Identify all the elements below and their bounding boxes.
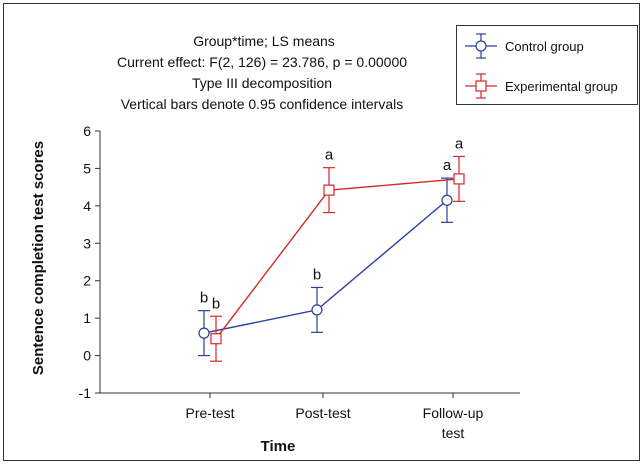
title-line-1: Group*time; LS means bbox=[193, 33, 335, 49]
data-point bbox=[453, 173, 465, 185]
series-line bbox=[215, 178, 460, 340]
title-line-4: Vertical bars denote 0.95 confidence int… bbox=[121, 96, 404, 112]
data-point bbox=[311, 304, 323, 316]
y-axis-title: Sentence completion test scores bbox=[30, 141, 47, 375]
axes bbox=[99, 131, 520, 394]
significance-label: a bbox=[443, 157, 452, 174]
x-tick-label: Post-test bbox=[295, 405, 350, 421]
legend-label: Control group bbox=[505, 39, 584, 54]
data-point bbox=[441, 194, 453, 206]
significance-label: b bbox=[212, 295, 220, 312]
legend-marker bbox=[475, 80, 487, 92]
data-point bbox=[210, 333, 222, 345]
x-axis-ticks: Pre-test Post-test Follow-up test bbox=[185, 393, 484, 441]
y-tick-label: 4 bbox=[83, 198, 91, 214]
data-point bbox=[198, 327, 210, 339]
y-tick-label: 6 bbox=[83, 123, 91, 139]
y-axis-ticks: -1 0 1 2 3 4 5 6 bbox=[79, 123, 100, 401]
legend-marker bbox=[475, 40, 487, 52]
title-line-2: Current effect: F(2, 126) = 23.786, p = … bbox=[117, 54, 407, 70]
title-line-3: Type III decomposition bbox=[192, 75, 332, 91]
legend-box bbox=[456, 25, 638, 105]
significance-label: b bbox=[200, 290, 208, 307]
legend-label: Experimental group bbox=[505, 79, 618, 94]
x-axis-title: Time bbox=[261, 438, 296, 455]
y-tick-label: 0 bbox=[83, 348, 91, 364]
significance-label: a bbox=[325, 147, 334, 164]
significance-label: b bbox=[313, 266, 321, 283]
y-tick-label: 2 bbox=[83, 273, 91, 289]
data-point bbox=[323, 184, 335, 196]
y-tick-label: 5 bbox=[83, 160, 91, 176]
series-line bbox=[203, 199, 448, 334]
legend: Control group Experimental group bbox=[465, 33, 618, 99]
y-tick-label: -1 bbox=[79, 385, 92, 401]
significance-label: a bbox=[455, 135, 464, 152]
outer-border bbox=[3, 3, 640, 461]
x-tick-label: Pre-test bbox=[185, 405, 234, 421]
y-tick-label: 1 bbox=[83, 310, 91, 326]
y-tick-label: 3 bbox=[83, 235, 91, 251]
chart-title: Group*time; LS means Current effect: F(2… bbox=[117, 33, 407, 112]
x-tick-label: Follow-up test bbox=[423, 405, 484, 441]
